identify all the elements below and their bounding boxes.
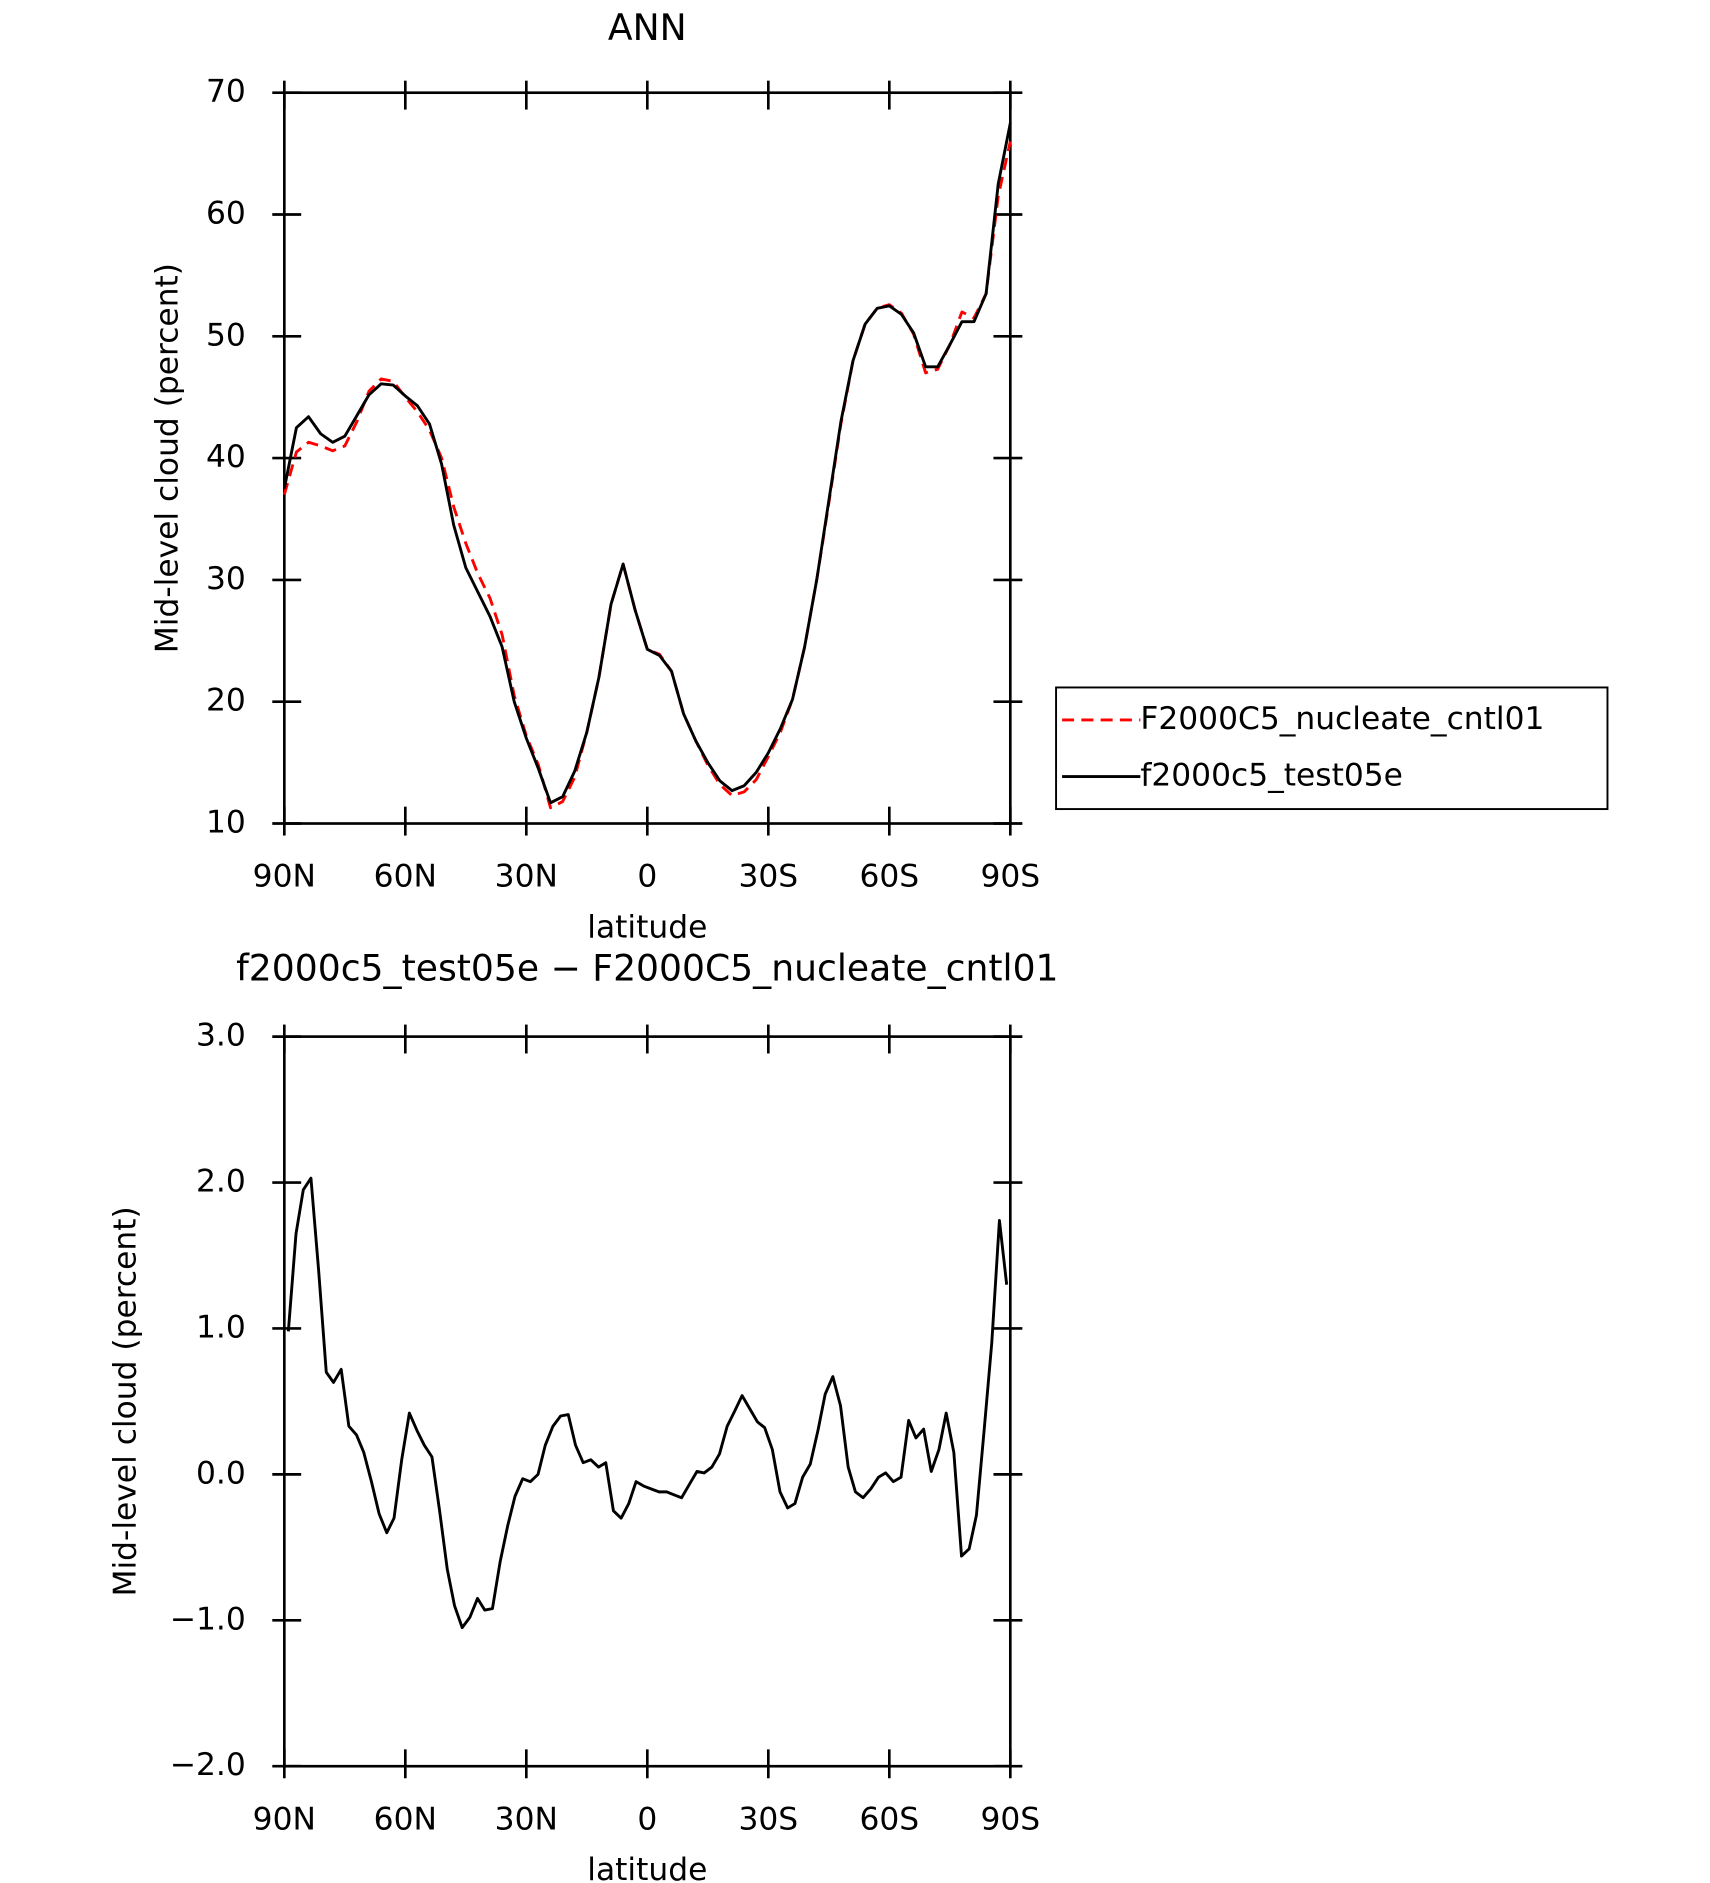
- x-tick-label: 60S: [859, 1801, 919, 1837]
- chart-title: f2000c5_test05e − F2000C5_nucleate_cntl0…: [236, 946, 1058, 989]
- y-tick-label: 20: [206, 683, 246, 719]
- y-tick-label: 50: [206, 317, 246, 353]
- x-tick-label: 30N: [495, 859, 558, 895]
- x-tick-label: 90N: [253, 859, 316, 895]
- y-tick-label: 70: [206, 74, 246, 110]
- y-tick-label: 30: [206, 561, 246, 597]
- x-tick-label: 90S: [980, 1801, 1040, 1837]
- y-axis-label: Mid-level cloud (percent): [108, 1206, 144, 1596]
- x-tick-label: 0: [637, 1801, 657, 1837]
- legend-label: f2000c5_test05e: [1140, 758, 1403, 794]
- x-tick-label: 30S: [738, 1801, 798, 1837]
- x-tick-label: 60N: [374, 1801, 437, 1837]
- y-tick-label: −1.0: [170, 1601, 246, 1637]
- x-tick-label: 0: [637, 859, 657, 895]
- y-tick-label: 40: [206, 439, 246, 475]
- x-tick-label: 90S: [980, 859, 1040, 895]
- y-tick-label: 1.0: [196, 1309, 246, 1345]
- legend-label: F2000C5_nucleate_cntl01: [1140, 701, 1544, 737]
- legend-box: [1055, 686, 1609, 811]
- plot-frame: [282, 91, 1012, 825]
- chart-title: ANN: [608, 6, 687, 49]
- y-tick-label: 60: [206, 196, 246, 232]
- x-axis-label: latitude: [587, 1852, 707, 1883]
- data-line: [282, 141, 1012, 810]
- plot-frame: [282, 1035, 1012, 1768]
- data-line: [282, 122, 1012, 805]
- y-tick-label: 10: [206, 805, 246, 841]
- y-tick-label: 3.0: [196, 1018, 246, 1054]
- x-tick-label: 30N: [495, 1801, 558, 1837]
- x-tick-label: 60S: [859, 859, 919, 895]
- y-tick-label: −2.0: [170, 1747, 246, 1783]
- data-line: [286, 1176, 1009, 1630]
- x-tick-label: 30S: [738, 859, 798, 895]
- x-tick-label: 60N: [374, 859, 437, 895]
- y-tick-label: 0.0: [196, 1455, 246, 1491]
- x-tick-label: 90N: [253, 1801, 316, 1837]
- y-tick-label: 2.0: [196, 1164, 246, 1200]
- x-axis-label: latitude: [587, 909, 707, 945]
- y-axis-label: Mid-level cloud (percent): [150, 263, 186, 653]
